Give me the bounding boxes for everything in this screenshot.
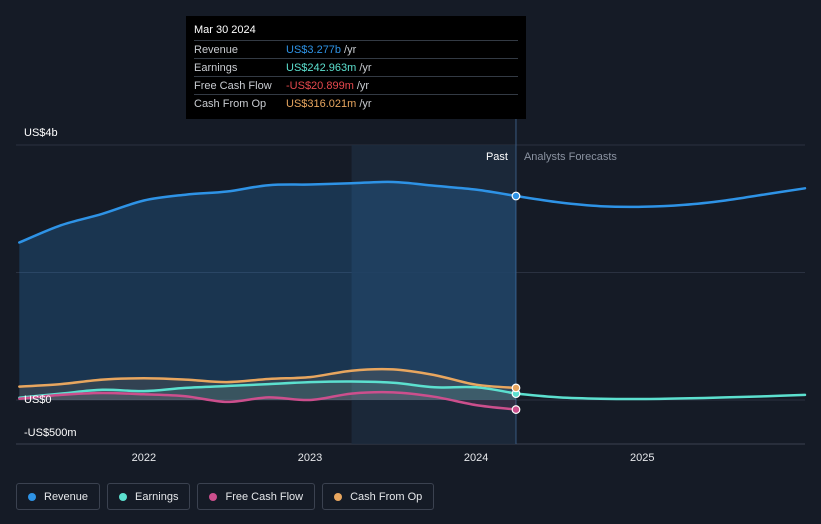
tooltip-row-fcf: Free Cash Flow -US$20.899m /yr [194, 76, 518, 94]
tooltip-label: Cash From Op [194, 97, 267, 110]
legend-item-revenue[interactable]: Revenue [16, 483, 101, 510]
past-label: Past [486, 151, 508, 163]
cfo-line [18, 367, 518, 390]
tooltip-unit: /yr [359, 97, 372, 110]
y-tick-label: US$4b [24, 127, 58, 139]
tooltip-row-revenue: Revenue US$3.277b /yr [194, 40, 518, 58]
earnings-forecast-line [514, 392, 807, 401]
x-tick-label: 2025 [630, 452, 654, 464]
tooltip-label: Free Cash Flow [194, 79, 272, 92]
tooltip-unit: /yr [344, 43, 357, 56]
tooltip-unit: /yr [359, 61, 372, 74]
revenue-line [18, 180, 518, 244]
tooltip-label: Revenue [194, 43, 239, 56]
legend-dot-icon [334, 492, 343, 501]
revenue-forecast-line [514, 187, 807, 209]
legend-item-earnings[interactable]: Earnings [107, 483, 191, 510]
fcf-line [18, 390, 518, 411]
tooltip-row-earnings: Earnings US$242.963m /yr [194, 58, 518, 76]
tooltip: Mar 30 2024 Revenue US$3.277b /yr Earnin… [186, 16, 526, 119]
legend-label: Earnings [135, 490, 179, 503]
tooltip-value: US$316.021m [286, 97, 357, 110]
x-tick-label: 2023 [298, 452, 322, 464]
legend-dot-icon [119, 492, 128, 501]
revenue-marker [511, 191, 521, 201]
tooltip-value: US$3.277b [286, 43, 342, 56]
legend-label: Cash From Op [350, 490, 423, 503]
tooltip-value: US$242.963m [286, 61, 357, 74]
tooltip-date: Mar 30 2024 [194, 24, 256, 36]
hover-highlight-band [351, 145, 516, 444]
y-tick-label: -US$500m [24, 427, 77, 439]
forecast-label: Analysts Forecasts [524, 151, 617, 163]
x-tick-label: 2022 [132, 452, 156, 464]
legend-dot-icon [209, 492, 218, 501]
legend-label: Revenue [44, 490, 89, 503]
legend: Revenue Earnings Free Cash Flow Cash Fro… [16, 483, 435, 510]
legend-item-cash-from-op[interactable]: Cash From Op [322, 483, 435, 510]
tooltip-row-cfo: Cash From Op US$316.021m /yr [194, 94, 518, 112]
legend-item-free-cash-flow[interactable]: Free Cash Flow [197, 483, 316, 510]
x-tick-label: 2024 [464, 452, 488, 464]
tooltip-value: -US$20.899m [286, 79, 354, 92]
cfo-marker [511, 383, 521, 393]
tooltip-label: Earnings [194, 61, 238, 74]
tooltip-unit: /yr [356, 79, 370, 92]
legend-dot-icon [28, 492, 36, 501]
fcf-marker [511, 405, 521, 414]
y-tick-label: US$0 [24, 394, 52, 406]
fcf-area [19, 392, 517, 410]
revenue-area [19, 181, 517, 400]
earnings-line [18, 380, 518, 400]
legend-label: Free Cash Flow [225, 490, 304, 503]
